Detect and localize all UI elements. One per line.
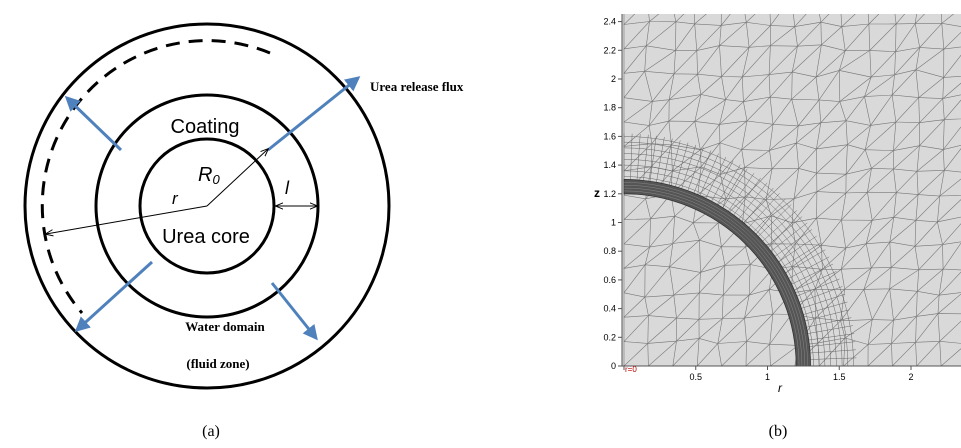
y-tick-label: 2.2 [603,45,616,55]
dashed-arc [42,41,270,313]
flux-arrow [272,283,316,338]
core-label: Urea core [162,226,250,248]
x-tick-label: 1.5 [833,372,846,382]
y-tick-label: 2 [611,74,616,84]
y-tick-label: 1.2 [603,189,616,199]
x-tick-label: 2 [908,372,913,382]
y-tick-label: 1.8 [603,103,616,113]
x-tick-label: 1 [765,372,770,382]
caption: (b) [769,423,788,440]
flux-arrow [67,98,121,150]
y-tick-label: 0.4 [603,304,616,314]
flux-label: Urea release flux [370,79,464,94]
origin-label: r=0 [625,365,637,374]
y-tick-label: 2.4 [603,17,616,27]
y-tick-label: 0.2 [603,332,616,342]
water-label: Water domain [185,319,265,334]
flux-arrow [268,78,358,150]
y-tick-label: 1 [611,218,616,228]
core-radius-sub: 0 [212,172,220,187]
coating-label: Coating [171,116,240,138]
figure: Coating Urea core R0 r l Urea release fl… [0,0,961,448]
core-radius-label: R0 [198,164,220,187]
y-tick-label: 1.6 [603,131,616,141]
x-axis-label: r [778,381,783,395]
caption: (a) [202,423,220,440]
x-tick-label: 0.5 [689,372,702,382]
core-radius-base: R [198,164,212,186]
page: {"panel_a": {"coating": "Coating", "core… [0,0,961,448]
y-axis-label: z [594,186,600,200]
y-tick-label: 1.4 [603,160,616,170]
y-tick-label: 0 [611,361,616,371]
y-tick-label: 0.6 [603,275,616,285]
panel-a-labels: Coating Urea core R0 r l Urea release fl… [162,79,464,440]
thickness-label: l [285,178,290,198]
water-label: (fluid zone) [186,356,249,371]
radius-label: r [172,189,179,208]
y-tick-label: 0.8 [603,246,616,256]
